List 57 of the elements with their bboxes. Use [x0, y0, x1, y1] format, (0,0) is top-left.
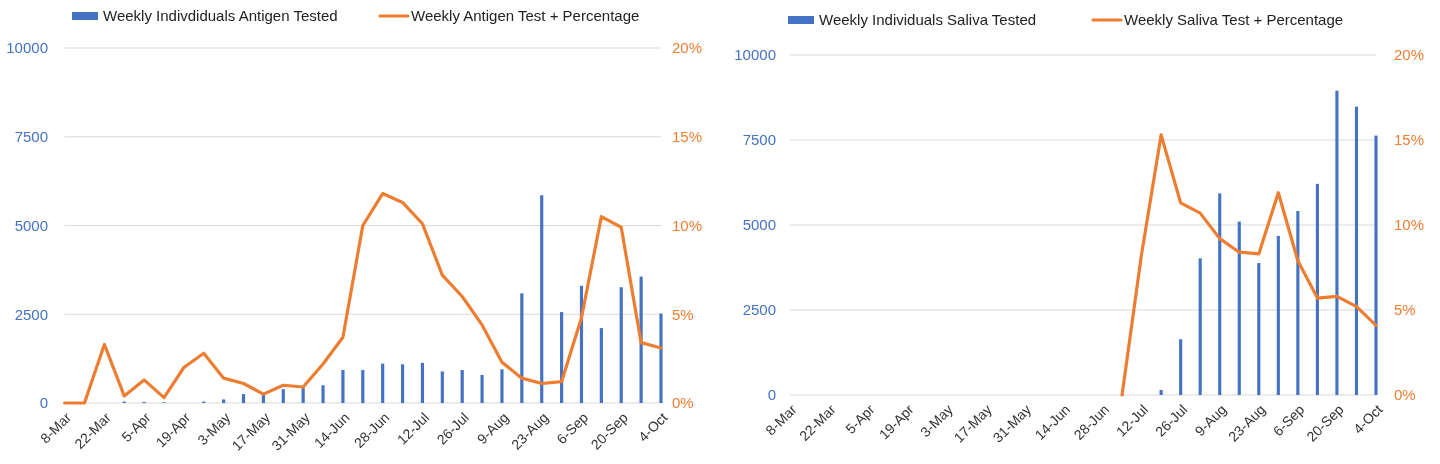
bar: [241, 394, 246, 403]
legend-label: Weekly Individuals Saliva Tested: [819, 11, 1037, 29]
y-tick-label: 0: [767, 386, 776, 404]
y-tick-label: 0: [39, 394, 48, 412]
y-tick-label: 5000: [14, 216, 48, 234]
line-series: [1120, 133, 1378, 397]
bar: [1315, 183, 1319, 395]
bar: [460, 369, 464, 403]
bar: [520, 293, 524, 403]
bar: [381, 363, 385, 403]
bar: [1159, 389, 1163, 395]
y-tick-label: 7500: [14, 128, 48, 145]
y2-tick-label: 0%: [1394, 386, 1416, 404]
bar: [440, 371, 444, 403]
bar: [341, 369, 345, 403]
bar: [619, 287, 623, 403]
bar: [301, 388, 305, 403]
y-tick-label: 10000: [6, 39, 48, 57]
y2-tick-label: 20%: [1394, 46, 1425, 64]
y-tick-label: 7500: [742, 131, 776, 149]
y-tick-label: 2500: [742, 301, 776, 319]
legend-label: Weekly Indivdiduals Antigen Tested: [103, 7, 338, 25]
bar: [659, 313, 663, 403]
bar: [540, 195, 544, 403]
legend-label: Weekly Saliva Test + Percentage: [1124, 11, 1344, 29]
bar: [1257, 263, 1261, 395]
bar: [1198, 258, 1202, 395]
bar: [321, 385, 325, 403]
y-tick-label: 5000: [742, 216, 776, 234]
bar: [599, 328, 603, 403]
y2-tick-label: 0%: [672, 394, 694, 412]
legend-label: Weekly Antigen Test + Percentage: [411, 7, 640, 25]
bar: [281, 389, 285, 403]
bar: [480, 374, 484, 403]
bar: [1354, 106, 1359, 395]
bar: [500, 369, 504, 403]
y2-tick-label: 15%: [672, 128, 703, 145]
bar: [1276, 235, 1280, 395]
y-tick-label: 2500: [14, 305, 48, 323]
y-tick-label: 10000: [734, 46, 776, 64]
bar: [1335, 90, 1339, 395]
bar: [1237, 221, 1241, 395]
y2-tick-label: 5%: [672, 305, 694, 323]
bar: [1374, 135, 1378, 395]
y2-tick-label: 5%: [1394, 301, 1416, 319]
line-series: [62, 191, 663, 405]
bar: [1179, 339, 1183, 395]
y2-tick-label: 15%: [1394, 131, 1425, 149]
bar: [1296, 211, 1300, 395]
y2-tick-label: 10%: [672, 216, 703, 234]
bar: [361, 369, 365, 403]
y2-tick-label: 10%: [1394, 216, 1425, 234]
y2-tick-label: 20%: [672, 39, 703, 57]
bar: [400, 364, 405, 403]
bar: [420, 362, 425, 403]
bar: [222, 399, 226, 403]
bar: [1218, 193, 1222, 395]
